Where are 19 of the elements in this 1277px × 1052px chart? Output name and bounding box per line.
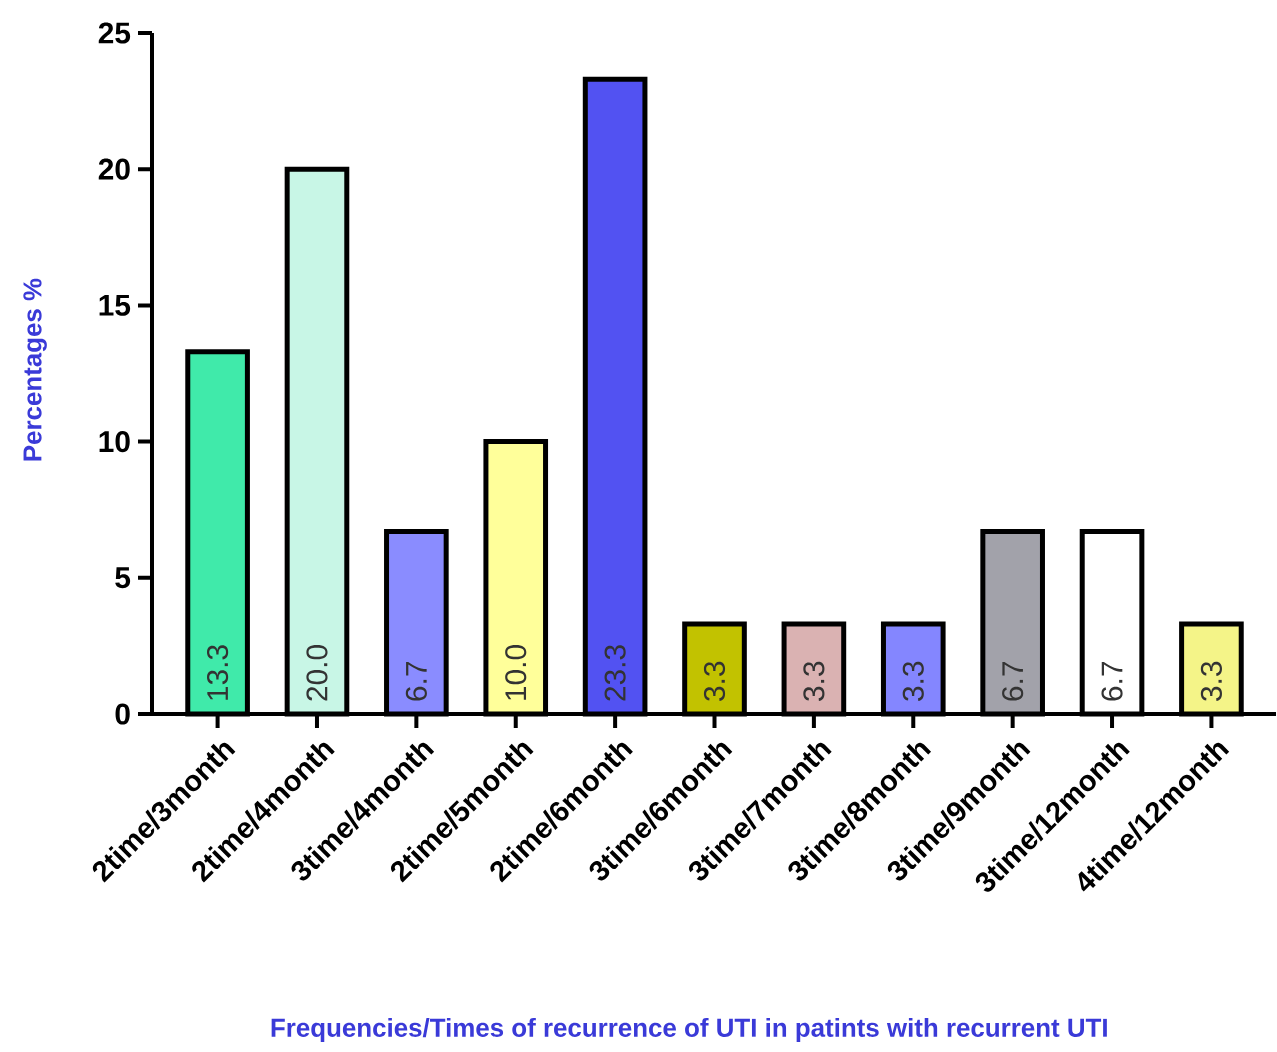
data-label: 13.3 (207, 645, 229, 700)
data-label: 6.7 (405, 662, 427, 701)
data-label: 6.7 (1002, 662, 1024, 701)
data-label: 6.7 (1101, 662, 1123, 701)
data-label: 3.3 (703, 661, 726, 701)
data-label: 3.3 (803, 661, 825, 701)
data-label: 3.3 (902, 661, 924, 701)
data-label: 3.3 (1200, 661, 1222, 701)
y-tick-label: 15 (99, 294, 131, 316)
y-tick-label: 5 (115, 567, 131, 589)
y-tick-label: 25 (98, 22, 131, 44)
data-label: 23.3 (604, 645, 626, 701)
y-tick-label: 0 (115, 703, 130, 725)
x-axis-title: Frequencies/Times of recurrence of UTI in patints with recurrent UTI (271, 1017, 1107, 1043)
y-axis-title: Percentages % (23, 278, 47, 461)
y-tick-label: 20 (98, 158, 130, 180)
y-tick-label: 10 (99, 431, 130, 453)
data-label: 20.0 (306, 645, 328, 701)
data-label: 10.0 (505, 645, 527, 700)
